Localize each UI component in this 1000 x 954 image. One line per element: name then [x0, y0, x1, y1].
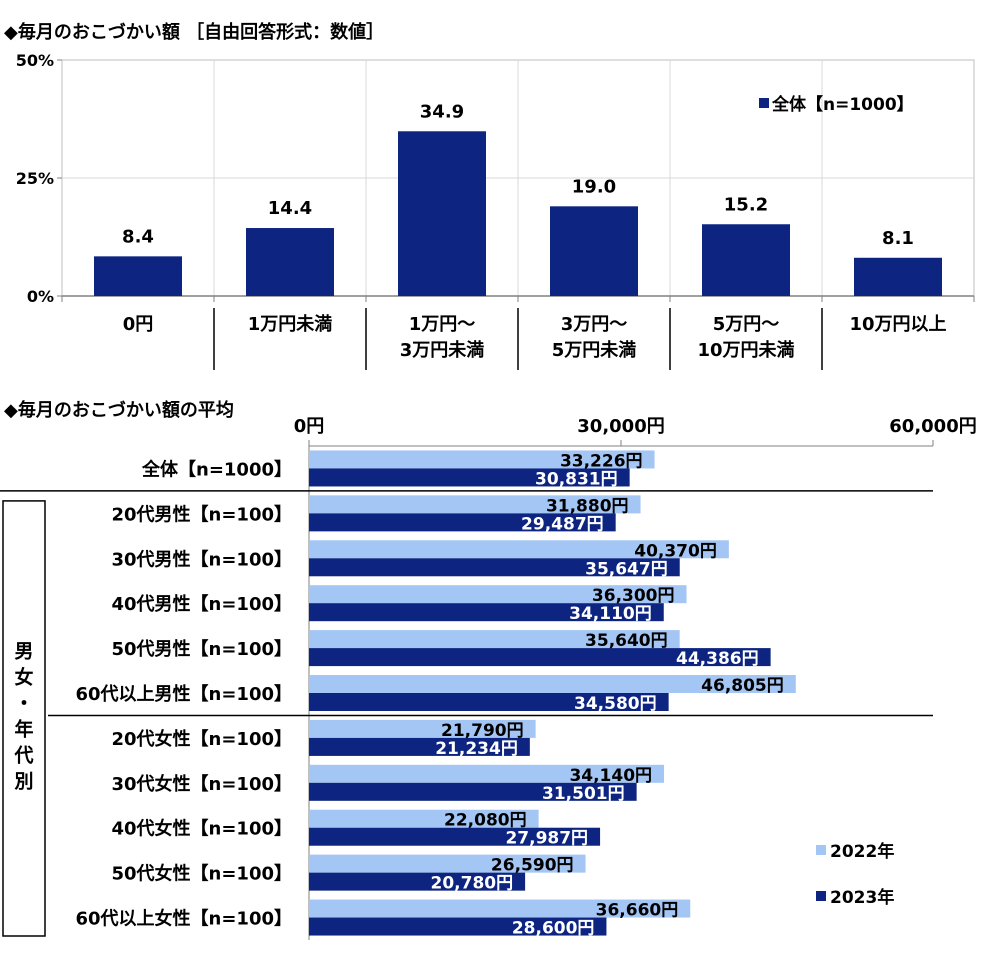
- chart1-category-label: 5万円未満: [552, 339, 637, 361]
- chart1-bar: [94, 256, 182, 296]
- chart2-data-label-2023: 31,501円: [542, 784, 625, 804]
- chart1-ytick-label: 0%: [27, 287, 54, 306]
- chart2-category-label: 60代以上男性【n=100】: [75, 683, 292, 705]
- chart2-category-label: 40代女性【n=100】: [111, 818, 292, 840]
- chart2-data-label-2022: 36,300円: [592, 586, 675, 606]
- chart2-data-label-2022: 34,140円: [569, 766, 652, 786]
- chart2-bar-2023: [309, 513, 616, 532]
- chart2-group-box: [2, 500, 46, 937]
- chart2-data-label-2022: 26,590円: [491, 856, 574, 876]
- chart1-category-label: 1万円～: [409, 314, 476, 335]
- chart2-legend-swatch-2022: [816, 845, 826, 855]
- chart2-data-label-2023: 35,647円: [585, 559, 668, 579]
- chart2-data-label-2023: 21,234円: [435, 739, 518, 759]
- chart2-data-label-2022: 35,640円: [585, 631, 668, 651]
- chart2-bar-2022: [309, 540, 729, 559]
- chart1-ytick-label: 25%: [16, 169, 54, 188]
- chart2-bar-2023: [309, 558, 680, 577]
- chart1-bar: [246, 228, 334, 296]
- chart2-bar-2022: [309, 450, 655, 469]
- chart2-data-label-2023: 27,987円: [505, 829, 588, 849]
- chart2-xtick-label: 60,000円: [889, 416, 976, 437]
- chart2-bar-2022: [309, 585, 687, 604]
- chart2-bar-2023: [309, 917, 607, 936]
- chart2-category-label: 50代男性【n=100】: [111, 638, 292, 660]
- chart1-title: ◆毎月のおこづかい額 ［自由回答形式：数値］: [4, 21, 384, 43]
- chart1-category-label: 1万円未満: [248, 313, 333, 335]
- chart2-category-label: 50代女性【n=100】: [111, 863, 292, 885]
- chart2-data-label-2023: 30,831円: [535, 469, 618, 489]
- chart1-category-label: 3万円未満: [400, 339, 485, 361]
- chart2-data-label-2022: 40,370円: [634, 541, 717, 561]
- chart2-category-label: 60代以上女性【n=100】: [75, 908, 292, 930]
- chart1-category-label: 0円: [123, 314, 154, 335]
- chart2-bar-2023: [309, 468, 630, 487]
- chart1-legend-swatch: [759, 98, 769, 108]
- chart2-category-label: 30代男性【n=100】: [111, 548, 292, 570]
- chart2-data-label-2022: 21,790円: [441, 721, 524, 741]
- chart1-data-label: 19.0: [572, 176, 616, 197]
- chart2-xtick-label: 0円: [294, 416, 325, 437]
- chart1-category-label: 10万円以上: [849, 314, 946, 335]
- chart2-data-label-2022: 36,660円: [596, 901, 679, 921]
- chart2-data-label-2022: 31,880円: [546, 496, 629, 516]
- chart2-bar-2023: [309, 827, 601, 846]
- chart2-category-label: 20代女性【n=100】: [111, 728, 292, 750]
- chart2-data-label-2023: 20,780円: [431, 874, 514, 894]
- chart2-data-label-2023: 29,487円: [521, 514, 604, 534]
- chart2-bar-2022: [309, 899, 691, 918]
- chart2-legend-label-2023: 2023年: [830, 887, 894, 908]
- chart2-bar-2022: [309, 675, 796, 693]
- chart2-data-label-2022: 22,080円: [444, 811, 527, 831]
- chart2-data-label-2023: 28,600円: [512, 919, 595, 939]
- chart1-ytick-label: 50%: [16, 51, 54, 70]
- chart2-bar-2022: [309, 719, 536, 738]
- chart2-legend-swatch-2023: [816, 891, 826, 901]
- chart2-xtick-label: 30,000円: [577, 416, 664, 437]
- chart2-category-label: 全体【n=1000】: [141, 458, 292, 480]
- chart2-bar-2022: [309, 809, 539, 828]
- chart2-category-label: 30代女性【n=100】: [111, 773, 292, 795]
- chart1-category-label: 5万円～: [713, 314, 780, 335]
- chart2-category-label: 40代男性【n=100】: [111, 593, 292, 615]
- chart2-data-label-2023: 44,386円: [676, 649, 759, 669]
- chart1-data-label: 8.4: [122, 226, 154, 247]
- chart2-bar-2023: [309, 693, 669, 711]
- chart1-legend-label: 全体【n=1000】: [771, 94, 914, 115]
- chart2-category-label: 20代男性【n=100】: [111, 503, 292, 525]
- chart1-data-label: 8.1: [882, 228, 914, 249]
- chart2-data-label-2022: 33,226円: [560, 451, 643, 471]
- chart1-data-label: 15.2: [724, 194, 768, 215]
- chart1-bar: [550, 206, 638, 296]
- chart2-title: ◆毎月のおこづかい額の平均: [4, 399, 234, 421]
- chart2-bar-2023: [309, 872, 526, 891]
- chart1-category-label: 3万円～: [561, 314, 628, 335]
- chart1-data-label: 14.4: [268, 198, 312, 219]
- chart2-bar-2023: [309, 782, 637, 801]
- chart2-bar-2023: [309, 603, 664, 622]
- chart2-data-label-2022: 46,805円: [701, 676, 784, 696]
- chart1-bar: [398, 131, 486, 296]
- chart2-legend-label-2022: 2022年: [830, 841, 894, 862]
- chart2-data-label-2023: 34,580円: [574, 694, 657, 714]
- chart2-bar-2022: [309, 854, 586, 873]
- chart2-bar-2022: [309, 495, 641, 514]
- chart2-group-label: 男女・年代別: [13, 640, 33, 792]
- chart2-bar-2022: [309, 764, 665, 783]
- chart1-bar: [702, 224, 790, 296]
- chart1-category-label: 10万円未満: [697, 339, 794, 361]
- chart2-bar-2023: [309, 737, 530, 756]
- chart1-data-label: 34.9: [420, 101, 464, 122]
- chart1-bar: [854, 257, 942, 296]
- chart2-bar-2023: [309, 648, 771, 667]
- chart2-bar-2022: [309, 630, 680, 649]
- chart2-data-label-2023: 34,110円: [569, 604, 652, 624]
